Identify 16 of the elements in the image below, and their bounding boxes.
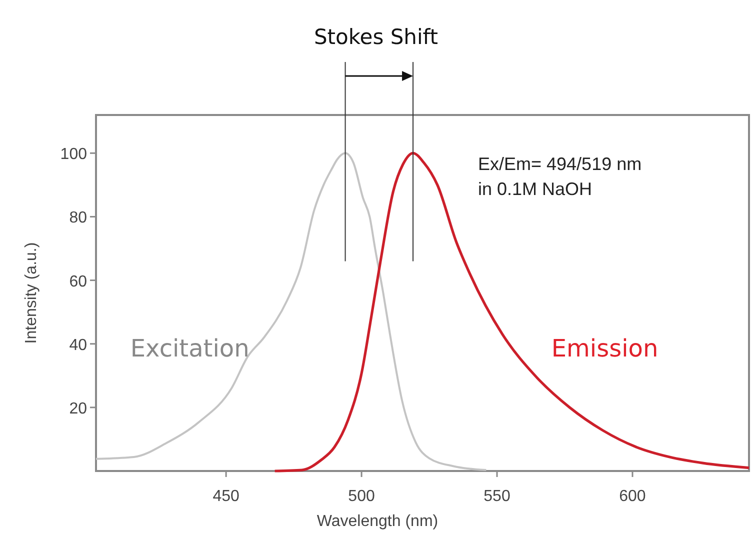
series-label: Emission: [551, 334, 658, 363]
x-tick-label: 600: [619, 488, 646, 505]
y-tick-label: 80: [69, 210, 88, 227]
chart-title: Stokes Shift: [314, 25, 438, 49]
y-tick-label: 40: [69, 336, 88, 354]
x-axis-title: Wavelength (nm): [316, 513, 438, 530]
annotation: Ex/Em= 494/519 nm in 0.1M NaOH: [478, 154, 642, 199]
line-series: [274, 152, 750, 472]
y-tick-label: 100: [60, 146, 88, 164]
series-label: Excitation: [130, 334, 250, 363]
y-tick-label: 20: [69, 400, 88, 418]
x-tick-label: 450: [212, 488, 240, 505]
y-axis-title: Intensity (a.u.): [23, 242, 40, 344]
y-tick-label: 60: [69, 273, 88, 290]
x-tick-label: 550: [484, 488, 510, 505]
x-tick-label: 500: [348, 488, 375, 505]
